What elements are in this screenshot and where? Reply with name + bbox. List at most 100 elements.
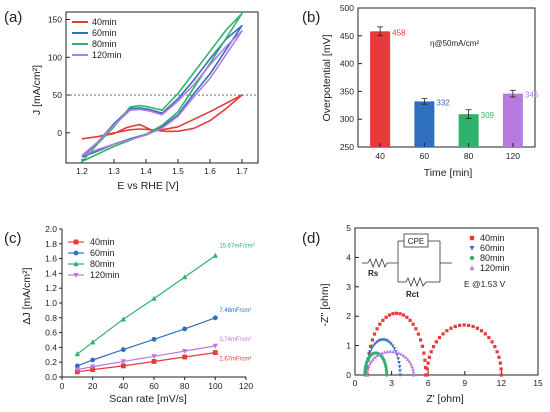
chart-a-ytick-label: 0 bbox=[57, 128, 62, 138]
chart-d-point bbox=[495, 350, 499, 354]
chart-c-ytick-label: 1.2 bbox=[45, 283, 57, 293]
chart-b-xtick-label: 120 bbox=[506, 151, 520, 161]
chart-d-potential-label: E @1.53 V bbox=[464, 279, 506, 289]
chart-c-xtick-label: 100 bbox=[208, 381, 222, 391]
chart-d-point bbox=[378, 322, 382, 326]
chart-d-circuit-rs-resistor bbox=[367, 257, 388, 269]
chart-d-xtick-label: 9 bbox=[462, 378, 467, 388]
chart-d-point bbox=[371, 357, 375, 361]
chart-d-nyquist-plot: -Z'' [ohm] Z' [ohm] E @1.53 V 0 3 6 9 12 1501… bbox=[319, 223, 543, 405]
chart-d-point bbox=[366, 364, 371, 369]
chart-c-ytick-label: 0.0 bbox=[45, 372, 57, 382]
chart-d-point bbox=[372, 332, 377, 336]
chart-d-circuit-cpe-label: CPE bbox=[408, 237, 424, 246]
chart-a-legend-label: 40min bbox=[92, 17, 117, 27]
chart-d-xtick-label: 3 bbox=[389, 378, 394, 388]
chart-c-point bbox=[151, 354, 157, 360]
chart-d-point bbox=[499, 367, 503, 371]
chart-d-point bbox=[363, 368, 367, 372]
chart-b-value-label: 332 bbox=[436, 98, 450, 107]
chart-d-point bbox=[396, 357, 400, 361]
chart-d-point bbox=[410, 364, 414, 369]
chart-d-point bbox=[383, 363, 388, 367]
chart-d-ytick-label: 2 bbox=[346, 311, 351, 321]
chart-d-point bbox=[397, 365, 402, 369]
chart-d-point bbox=[387, 313, 392, 317]
chart-d-point bbox=[458, 323, 462, 327]
chart-b-bar bbox=[458, 114, 479, 147]
chart-d-point bbox=[385, 349, 390, 354]
chart-d-point bbox=[405, 315, 409, 319]
chart-c-ytick-label: 0.4 bbox=[45, 342, 57, 352]
chart-d-point bbox=[414, 327, 418, 331]
chart-d-xtick-label: 12 bbox=[497, 378, 507, 388]
chart-d-point bbox=[398, 373, 402, 377]
chart-d-point bbox=[498, 361, 502, 365]
chart-d-point bbox=[369, 359, 374, 364]
chart-d-point bbox=[487, 335, 491, 340]
chart-c-series-line bbox=[77, 345, 216, 371]
chart-d-point bbox=[385, 339, 389, 343]
chart-c-xtick-label: 60 bbox=[149, 381, 159, 391]
chart-b-ytick-label: 400 bbox=[340, 59, 354, 69]
chart-d-point bbox=[423, 358, 427, 362]
chart-b-frame bbox=[357, 7, 536, 148]
chart-a-ytick-label: 50 bbox=[53, 90, 63, 100]
chart-c-xlabel: Scan rate [mV/s] bbox=[109, 393, 187, 405]
chart-d-circuit-rs-label: Rs bbox=[368, 269, 379, 278]
chart-c-legend-label: 60min bbox=[90, 248, 115, 258]
chart-c-ylabel: ΔJ [mA/cm²] bbox=[21, 267, 33, 324]
chart-c-slope-label: 3.74mF/cm² bbox=[219, 337, 251, 343]
chart-d-point bbox=[391, 344, 395, 348]
chart-d-point bbox=[429, 350, 433, 354]
chart-d-point bbox=[368, 350, 373, 354]
chart-c-legend-marker bbox=[73, 239, 79, 245]
chart-d-legend-label: 120min bbox=[480, 263, 510, 273]
chart-d-point bbox=[411, 370, 416, 374]
chart-a-xlabel: E vs RHE [V] bbox=[117, 180, 178, 192]
chart-d-point bbox=[396, 351, 401, 355]
chart-c-ytick-label: 1.4 bbox=[45, 268, 57, 278]
chart-d-point bbox=[398, 312, 402, 316]
chart-c-ytick-label: 1.8 bbox=[45, 239, 57, 249]
panel-label-a: (a) bbox=[4, 9, 22, 26]
chart-b-value-label: 346 bbox=[525, 91, 539, 100]
chart-c-series-line bbox=[77, 352, 216, 373]
chart-d-legend-label: 80min bbox=[480, 253, 505, 263]
chart-d-point bbox=[399, 352, 403, 356]
chart-d-point bbox=[365, 373, 369, 377]
chart-d-circuit-rct-label: Rct bbox=[406, 290, 419, 299]
chart-b-bar bbox=[370, 31, 391, 148]
chart-b-value-label: 309 bbox=[481, 111, 495, 120]
chart-a-xtick-label: 1.3 bbox=[108, 166, 120, 176]
chart-a-ytick-label: 150 bbox=[48, 15, 62, 25]
chart-d-point bbox=[375, 327, 379, 331]
chart-d-circuit-cpe-box bbox=[403, 233, 429, 248]
chart-b-bar bbox=[502, 93, 523, 147]
chart-d-xtick-label: 15 bbox=[533, 378, 543, 388]
chart-c-point bbox=[74, 351, 80, 357]
chart-d-point bbox=[453, 324, 457, 329]
chart-c-ytick-label: 0.6 bbox=[45, 328, 57, 338]
chart-d-point bbox=[381, 318, 385, 322]
chart-c-legend-marker bbox=[73, 272, 79, 278]
chart-a-legend-label: 60min bbox=[92, 28, 117, 38]
chart-d-point bbox=[416, 332, 420, 336]
chart-d-legend-label: 40min bbox=[480, 233, 505, 243]
chart-d-point bbox=[422, 351, 426, 355]
chart-b-xtick-label: 80 bbox=[464, 151, 474, 161]
chart-c-point bbox=[182, 326, 188, 332]
chart-d-point bbox=[391, 312, 395, 316]
chart-c-point bbox=[151, 336, 157, 342]
chart-c-legend-label: 40min bbox=[90, 237, 115, 247]
chart-d-point bbox=[431, 345, 436, 349]
chart-d-ytick-label: 4 bbox=[346, 252, 351, 262]
chart-d-point bbox=[375, 353, 379, 358]
chart-d-point bbox=[367, 351, 371, 355]
chart-d-ytick-label: 3 bbox=[346, 282, 351, 292]
chart-c-ytick-label: 2.0 bbox=[45, 224, 57, 234]
chart-d-point bbox=[425, 373, 429, 377]
chart-d-legend-marker bbox=[469, 265, 475, 270]
chart-c-ytick-label: 0.8 bbox=[45, 313, 57, 323]
